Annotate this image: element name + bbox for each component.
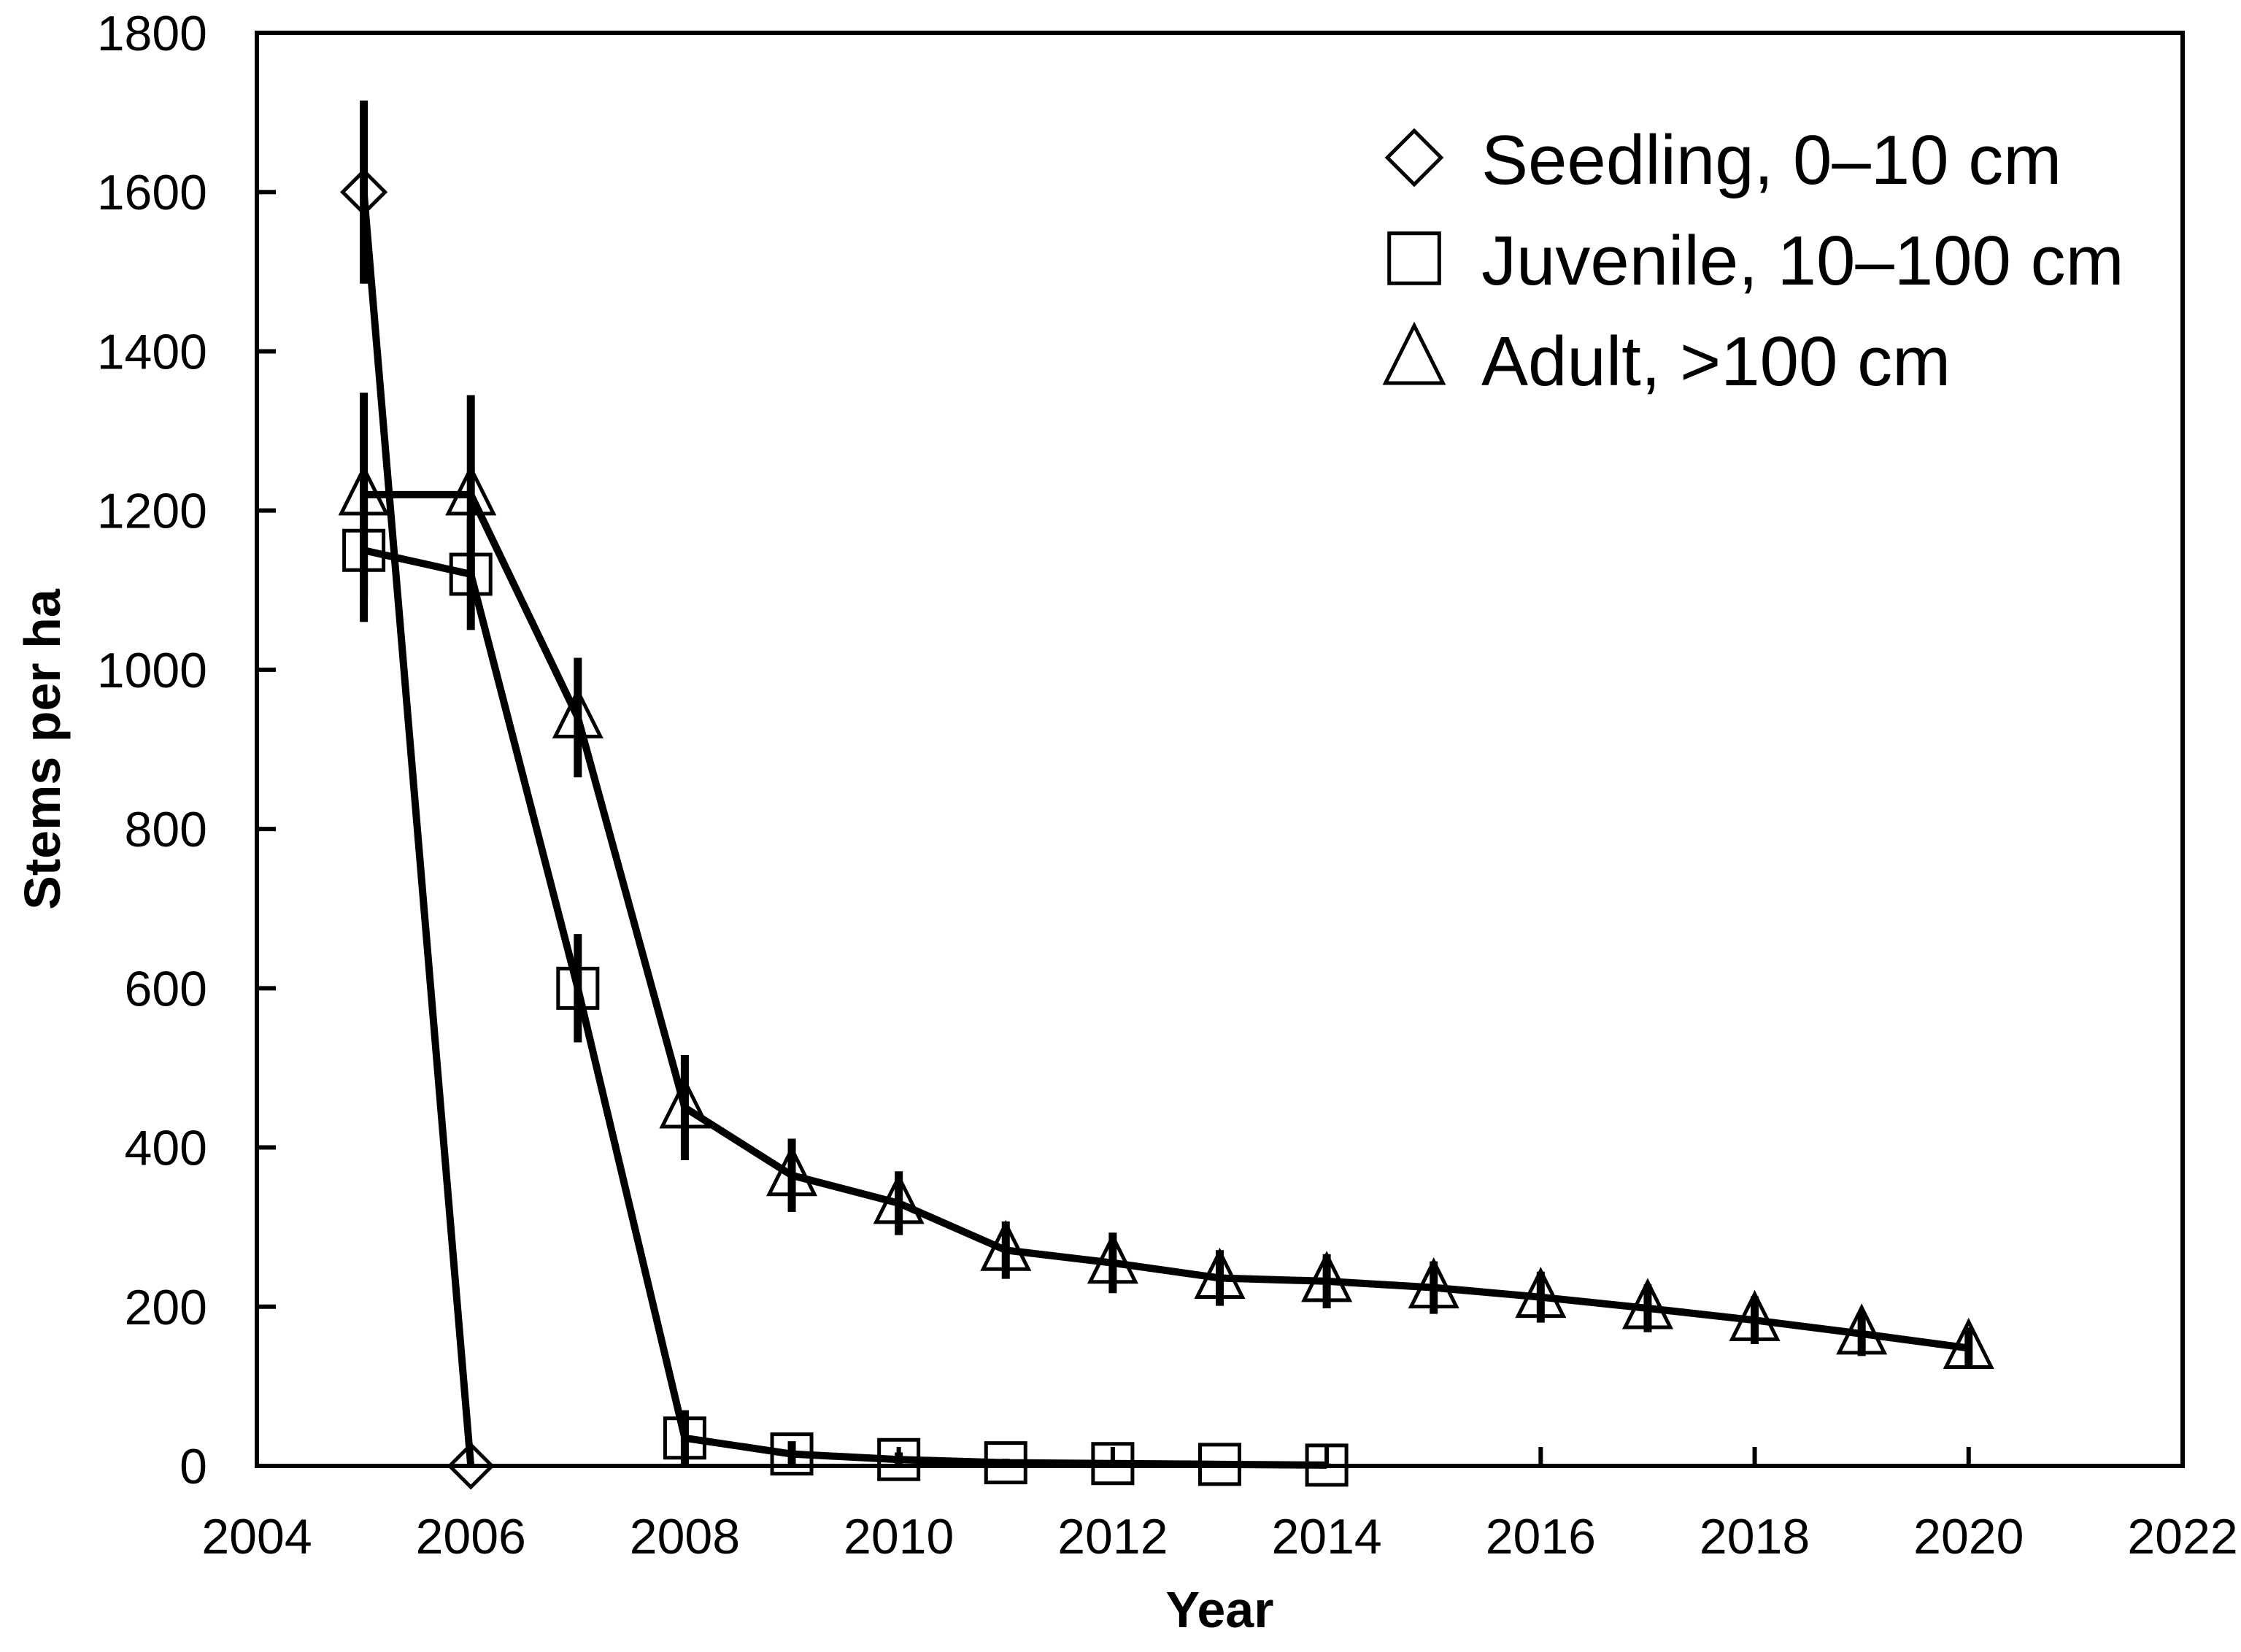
square-marker-series-1	[984, 1441, 1027, 1485]
y-tick-label: 200	[125, 1280, 207, 1335]
triangle-marker-series-2	[1729, 1289, 1781, 1341]
y-tick-label: 0	[180, 1439, 207, 1494]
y-tick-label: 1800	[97, 6, 207, 61]
series-line-1	[363, 547, 1327, 1469]
triangle-marker-series-2	[659, 1077, 711, 1129]
square-marker-series-1	[342, 528, 386, 572]
triangle-marker-series-2	[445, 464, 497, 516]
legend-triangle-icon	[1382, 321, 1446, 385]
y-tick-label: 1400	[97, 324, 207, 379]
square-marker-series-1	[877, 1437, 921, 1481]
square-marker-series-1	[449, 552, 493, 596]
x-axis-title: Year	[1166, 1581, 1274, 1638]
x-tick-label: 2008	[630, 1509, 740, 1564]
legend-label-2: Adult, >100 cm	[1481, 323, 1951, 401]
x-tick-label: 2018	[1700, 1509, 1810, 1564]
legend-diamond-icon	[1384, 128, 1444, 188]
square-marker-series-1	[1198, 1443, 1241, 1486]
triangle-marker-series-2	[1515, 1267, 1567, 1319]
triangle-marker-series-2	[873, 1173, 925, 1224]
y-tick-label: 1000	[97, 643, 207, 698]
y-tick-label: 600	[125, 961, 207, 1016]
triangle-marker-series-2	[338, 464, 390, 516]
legend-label-1: Juvenile, 10–100 cm	[1481, 222, 2124, 300]
x-tick-label: 2012	[1057, 1509, 1168, 1564]
x-tick-label: 2022	[2127, 1509, 2237, 1564]
square-marker-series-1	[1091, 1442, 1135, 1486]
triangle-marker-series-2	[1194, 1247, 1246, 1299]
triangle-marker-series-2	[1621, 1278, 1673, 1329]
diamond-marker-series-0	[340, 168, 388, 216]
triangle-marker-series-2	[552, 687, 603, 738]
y-axis-title: Stems per ha	[14, 588, 71, 910]
triangle-marker-series-2	[980, 1219, 1032, 1271]
triangle-marker-series-2	[1943, 1317, 1994, 1370]
y-tick-label: 1600	[97, 165, 207, 220]
triangle-marker-series-2	[766, 1145, 818, 1197]
square-marker-series-1	[556, 966, 600, 1010]
square-marker-series-1	[663, 1416, 706, 1460]
x-tick-label: 2014	[1271, 1509, 1381, 1564]
square-marker-series-1	[770, 1432, 814, 1476]
x-tick-label: 2020	[1913, 1509, 2024, 1564]
x-tick-label: 2016	[1486, 1509, 1596, 1564]
triangle-marker-series-2	[1301, 1251, 1353, 1302]
triangle-marker-series-2	[1408, 1257, 1459, 1309]
triangle-marker-series-2	[1087, 1232, 1138, 1284]
y-tick-label: 1200	[97, 484, 207, 539]
x-tick-label: 2010	[844, 1509, 954, 1564]
legend-square-icon	[1387, 231, 1441, 285]
y-tick-label: 800	[125, 802, 207, 857]
square-marker-series-1	[1305, 1443, 1349, 1487]
triangle-marker-series-2	[1836, 1303, 1888, 1355]
series-line-2	[363, 490, 1970, 1352]
legend-label-0: Seedling, 0–10 cm	[1481, 121, 2061, 199]
x-tick-label: 2004	[201, 1509, 312, 1564]
series-line-0	[360, 191, 475, 1467]
y-tick-label: 400	[125, 1121, 207, 1176]
x-tick-label: 2006	[416, 1509, 526, 1564]
diamond-marker-series-0	[447, 1442, 495, 1490]
